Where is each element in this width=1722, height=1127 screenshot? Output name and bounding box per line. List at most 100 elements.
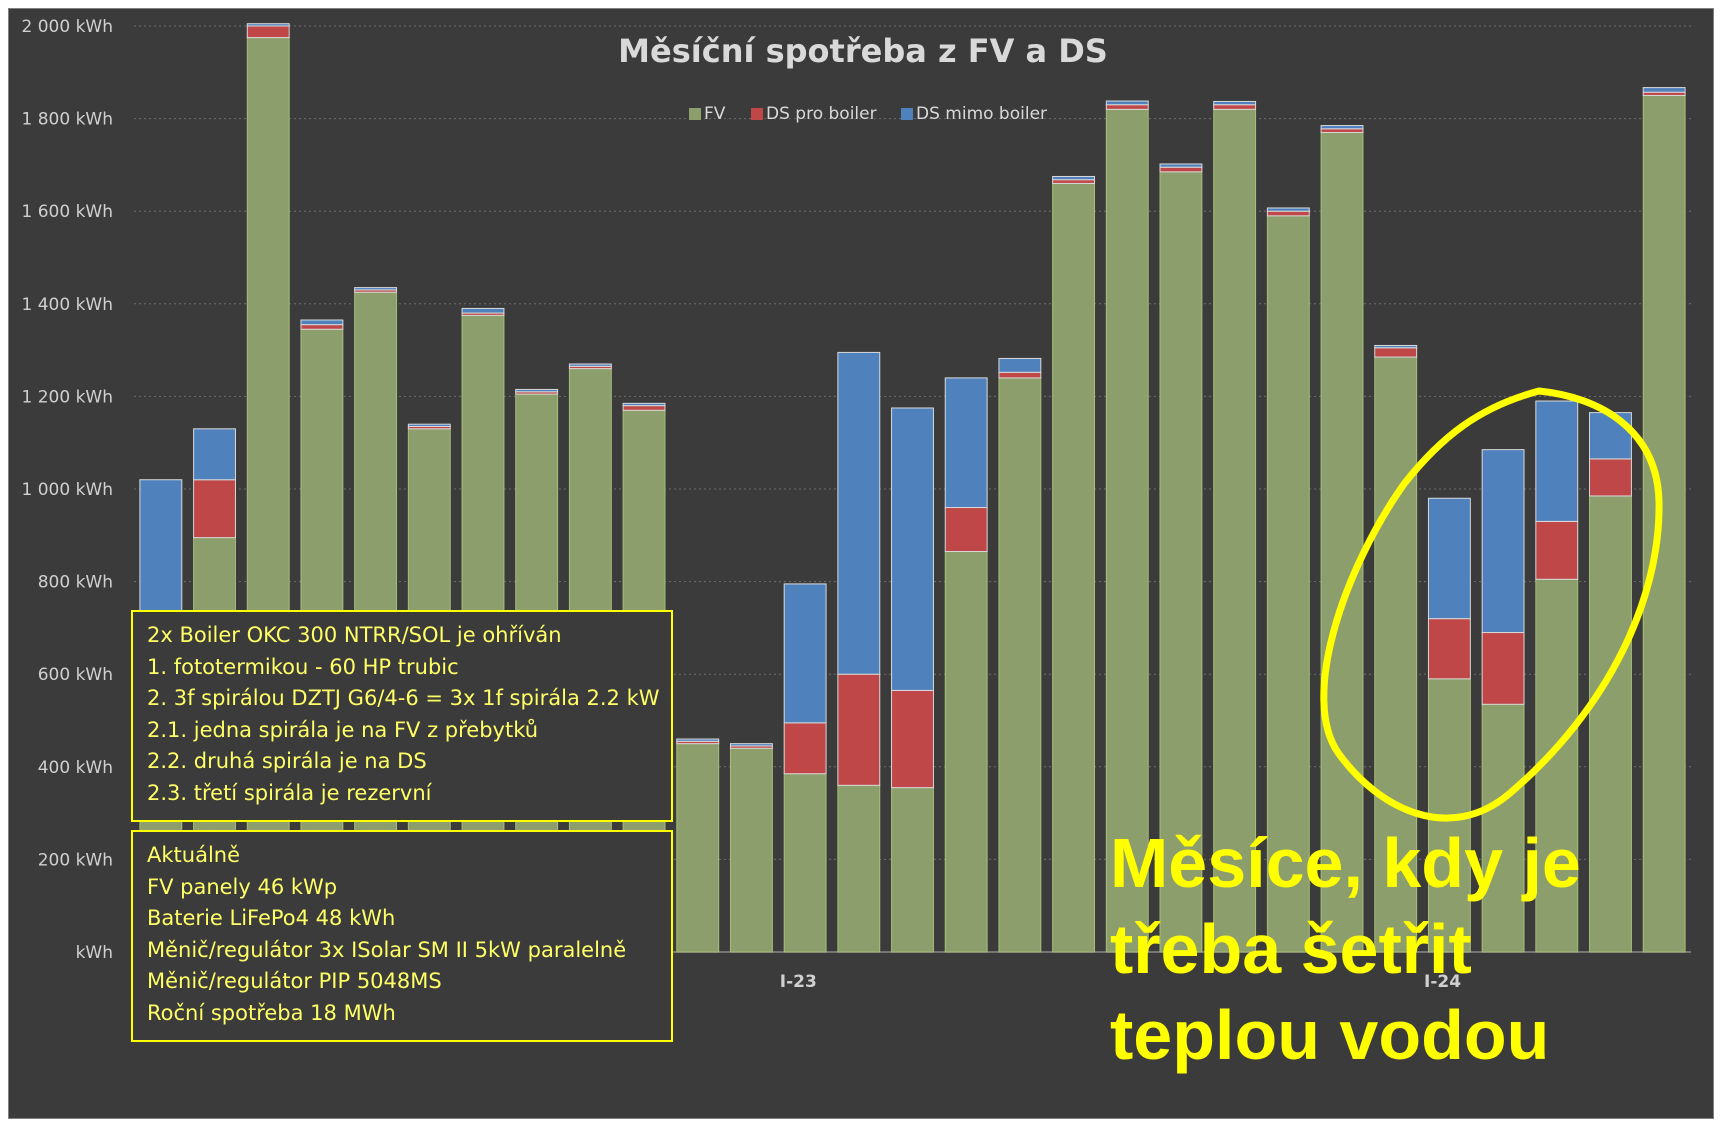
bar-segment-ds-other <box>676 738 720 742</box>
bar-segment-fv <box>891 787 934 953</box>
saving-annotation-line: třeba šetřit <box>1110 910 1472 988</box>
current-setup-line: Aktuálně <box>147 843 241 867</box>
y-tick-label: 2 000 kWh <box>22 17 114 37</box>
bar-segment-fv <box>1052 182 1096 953</box>
bar-segment-fv <box>1159 171 1203 953</box>
current-setup-line: Měnič/regulátor PIP 5048MS <box>147 969 442 993</box>
bar-segment-ds-boiler <box>1535 520 1579 580</box>
bar-segment-ds-other <box>1159 163 1203 168</box>
bar-segment-ds-other <box>1481 449 1525 634</box>
current-setup-line: Měnič/regulátor 3x ISolar SM II 5kW para… <box>147 937 627 962</box>
bar-segment-ds-other <box>1427 497 1471 620</box>
bar-segment-fv <box>1589 495 1632 953</box>
bar-segment-ds-boiler <box>1052 179 1096 184</box>
boiler-info-line: 2.2. druhá spirála je na DS <box>147 749 427 773</box>
y-tick-label: 1 200 kWh <box>22 387 114 407</box>
legend-swatch <box>689 108 701 120</box>
bar-segment-ds-other <box>1642 87 1686 93</box>
bar-segment-ds-boiler <box>998 371 1042 379</box>
bar-segment-ds-other <box>1589 412 1632 460</box>
boiler-info-box: 2x Boiler OKC 300 NTRR/SOL je ohříván 1.… <box>131 610 673 822</box>
x-tick-label: I-24 <box>1424 972 1461 992</box>
bar-segment-ds-boiler <box>1374 347 1418 358</box>
bar-segment-fv <box>837 784 881 953</box>
bar-segment-ds-other <box>944 377 988 509</box>
bar-segment-fv <box>783 773 827 953</box>
bar-segment-ds-other <box>891 407 934 691</box>
bar-segment-ds-boiler <box>1105 104 1149 110</box>
bar-segment-fv <box>944 551 988 953</box>
boiler-info-line: 2x Boiler OKC 300 NTRR/SOL je ohříván <box>147 623 562 647</box>
bar-segment-ds-other <box>354 287 398 291</box>
bar-segment-ds-boiler <box>193 479 236 539</box>
legend-label: DS pro boiler <box>766 104 877 124</box>
bar-segment-ds-other <box>1213 100 1257 106</box>
bar-segment-fv <box>1642 94 1686 953</box>
bar-segment-ds-boiler <box>944 507 988 553</box>
bar-segment-ds-other <box>568 363 612 367</box>
bar-segment-ds-boiler <box>1266 210 1310 217</box>
bar-segment-fv <box>1481 703 1525 953</box>
bar-segment-ds-boiler <box>1481 632 1525 705</box>
y-tick-label: 1 600 kWh <box>22 202 114 222</box>
boiler-info-line: 2. 3f spirálou DZTJ G6/4-6 = 3x 1f spirá… <box>147 686 660 710</box>
current-setup-line: FV panely 46 kWp <box>147 874 338 899</box>
y-tick-label: 800 kWh <box>38 573 113 593</box>
y-tick-label: 400 kWh <box>38 758 113 778</box>
legend-swatch <box>901 108 913 120</box>
highlight-ellipse <box>1320 387 1663 822</box>
bar-segment-ds-boiler <box>246 25 290 39</box>
bar-segment-ds-other <box>1266 207 1310 212</box>
bar-segment-fv <box>729 747 773 953</box>
y-tick-label: 600 kWh <box>38 665 113 685</box>
bar-segment-ds-boiler <box>1213 104 1257 110</box>
bar-segment-ds-boiler <box>783 722 827 775</box>
current-setup-line: Roční spotřeba 18 MWh <box>147 1000 396 1025</box>
saving-annotation-line: Měsíce, kdy je <box>1110 824 1581 902</box>
bar-segment-ds-other <box>729 743 773 747</box>
bar-segment-ds-other <box>1105 100 1149 106</box>
bar-segment-ds-boiler <box>300 324 344 330</box>
bar-segment-ds-other <box>837 351 881 675</box>
legend-label: FV <box>704 104 726 124</box>
chart-title: Měsíční spotřeba z FV a DS <box>618 32 1108 70</box>
bar-segment-ds-other <box>300 319 344 326</box>
x-tick-label: I-23 <box>780 972 817 992</box>
bar-segment-ds-other <box>1052 175 1096 181</box>
bar-segment-ds-other <box>783 583 827 724</box>
bar-segment-ds-other <box>246 23 290 27</box>
y-tick-label: 1 000 kWh <box>22 480 114 500</box>
bar-segment-ds-other <box>515 388 559 393</box>
bar-segment-ds-other <box>1374 344 1418 349</box>
y-tick-label: 1 800 kWh <box>22 110 114 130</box>
y-axis-tick-labels: kWh 200 kWh 400 kWh 600 kWh 800 kWh 1 000 kWh… <box>22 17 114 963</box>
bar-segment-ds-other <box>407 423 451 427</box>
legend: FV DS pro boiler DS mimo boiler <box>689 104 1047 124</box>
bar-segment-ds-boiler <box>1320 128 1364 133</box>
bar-segment-ds-boiler <box>837 673 881 786</box>
bar-segment-fv <box>1266 215 1310 953</box>
bar-segment-fv <box>1320 131 1364 953</box>
bar-segment-ds-boiler <box>1159 166 1203 173</box>
bar-segment-fv <box>998 377 1042 953</box>
bar-segment-ds-other <box>622 402 666 407</box>
bar-segment-fv <box>1374 356 1418 953</box>
bar-segment-ds-boiler <box>1427 618 1471 680</box>
saving-annotation: Měsíce, kdy je třeba šetřit teplou vodou <box>1110 820 1581 1078</box>
bar-segment-ds-boiler <box>622 405 666 411</box>
legend-label: DS mimo boiler <box>916 104 1047 124</box>
boiler-info-line: 2.1. jedna spirála je na FV z přebytků <box>147 717 539 742</box>
bar-segment-ds-boiler <box>891 689 934 789</box>
bar-segment-ds-other <box>193 428 236 481</box>
current-setup-line: Baterie LiFePo4 48 kWh <box>147 906 396 930</box>
saving-annotation-line: teplou vodou <box>1110 996 1550 1074</box>
y-tick-label: 200 kWh <box>38 850 113 870</box>
bar-segment-ds-other <box>461 307 505 314</box>
boiler-info-line: 2.3. třetí spirála je rezervní <box>147 780 432 805</box>
bar-segment-fv <box>676 743 720 953</box>
bar-segment-ds-other <box>1320 125 1364 130</box>
bar-segment-ds-other <box>998 357 1042 373</box>
y-tick-label: kWh <box>76 943 113 963</box>
boiler-info-line: 1. fototermikou - 60 HP trubic <box>147 654 459 679</box>
y-tick-label: 1 400 kWh <box>22 295 114 315</box>
